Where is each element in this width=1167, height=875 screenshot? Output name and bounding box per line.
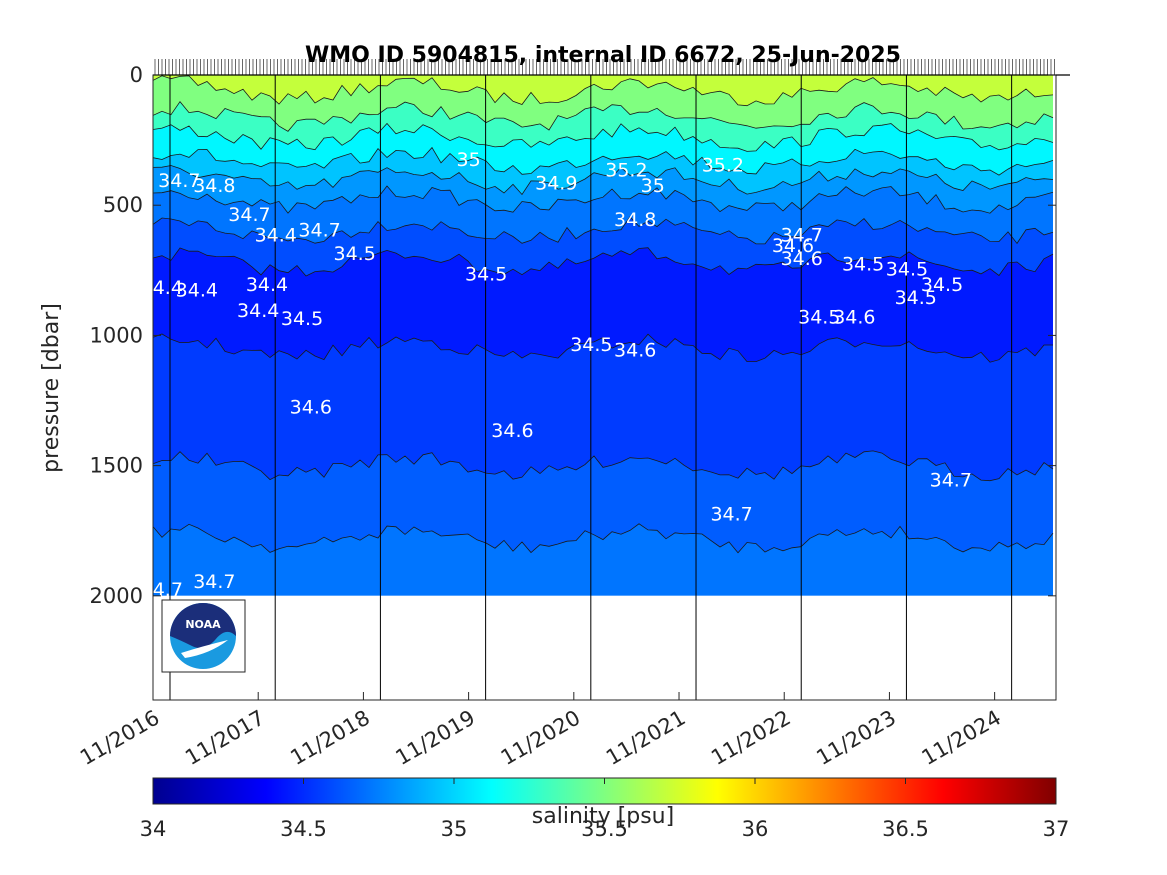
y-tick-label: 500 xyxy=(103,193,143,217)
colorbar-tick-label: 37 xyxy=(1043,817,1070,841)
contour-label: 34.6 xyxy=(290,397,332,419)
contour-line xyxy=(153,216,1054,245)
contour-label: 34.7 xyxy=(158,170,200,192)
x-tick-label: 11/2017 xyxy=(181,706,269,770)
contour-label: 34.4 xyxy=(255,225,297,247)
contour-line xyxy=(153,146,1054,176)
contour-label: 34.5 xyxy=(842,253,884,275)
x-tick-label: 11/2022 xyxy=(707,706,795,770)
x-axis: 11/2016 11/2017 11/2018 11/2019 11/2020 11/20… xyxy=(76,692,1005,770)
contour-label: 35.2 xyxy=(605,160,647,182)
contour-label: 34.6 xyxy=(833,307,875,329)
contour-line xyxy=(153,75,1054,107)
x-tick-label: 11/2016 xyxy=(76,706,164,770)
contour-label: 35 xyxy=(457,149,481,171)
x-tick-label: 11/2021 xyxy=(602,706,690,770)
contour-line xyxy=(153,122,1054,152)
colorbar-tick-label: 34.5 xyxy=(280,817,327,841)
salinity-band xyxy=(153,75,1053,132)
contour-line xyxy=(153,185,1054,214)
contour-line xyxy=(153,333,1053,363)
contour-label: 34.7 xyxy=(930,469,972,491)
salinity-band xyxy=(153,334,1053,481)
contour-label: 34.7 xyxy=(710,503,752,525)
salinity-band xyxy=(153,75,1053,106)
contour-line xyxy=(153,101,1054,132)
colorbar-ticks: 34 34.5 35 35.5 36 36.5 37 xyxy=(140,778,1070,841)
contour-label: 34.7 xyxy=(193,571,235,593)
y-tick-label: 2000 xyxy=(90,584,143,608)
x-tick-label: 11/2024 xyxy=(918,706,1006,770)
contour-label: 34.6 xyxy=(491,420,533,442)
salinity-field xyxy=(153,75,1053,596)
x-tick-label: 11/2023 xyxy=(812,706,900,770)
contour-label: 34.5 xyxy=(570,334,612,356)
salinity-band xyxy=(153,147,1053,195)
contour-label: 34.4 xyxy=(246,274,288,296)
contour-label: 34.5 xyxy=(798,307,840,329)
salinity-band xyxy=(153,247,1053,363)
contour-label: 34.4 xyxy=(237,300,279,322)
x-tick-label: 11/2020 xyxy=(497,706,585,770)
salinity-band xyxy=(153,186,1053,244)
year-separator-lines xyxy=(169,75,1013,700)
colorbar-label: salinity [psu] xyxy=(532,804,674,829)
contour-label: 34.9 xyxy=(535,173,577,195)
chart-title: WMO ID 5904815, internal ID 6672, 25-Jun… xyxy=(305,43,901,68)
salinity-band xyxy=(153,216,1053,276)
contour-label: 34.5 xyxy=(333,243,375,265)
noaa-logo: NOAA xyxy=(161,599,246,673)
data-gaps xyxy=(153,595,1056,700)
contour-label: 34.7 xyxy=(228,204,270,226)
y-tick-label: 0 xyxy=(130,63,143,87)
contour-label: 35.2 xyxy=(702,154,744,176)
contour-label: 35 xyxy=(641,175,665,197)
contour-line xyxy=(153,247,1054,277)
colorbar-tick-label: 34 xyxy=(140,817,167,841)
contour-label: 34.5 xyxy=(886,259,928,281)
contour-label: 34.5 xyxy=(895,287,937,309)
contour-label: 34.5 xyxy=(921,274,963,296)
contour-label: 34.6 xyxy=(614,339,656,361)
contour-label: 34.4 xyxy=(176,279,218,301)
top-tick-marks xyxy=(153,59,1070,76)
contour-labels: 34.734.834.734.4 34.734.534.534.434.4 34.4… xyxy=(141,149,972,601)
no-data-region xyxy=(153,595,1056,700)
colorbar-tick-label: 36 xyxy=(742,817,769,841)
contour-label: 34.8 xyxy=(614,209,656,231)
colorbar-tick-label: 36.5 xyxy=(882,817,929,841)
contour-lines xyxy=(153,75,1054,554)
noaa-logo-text: NOAA xyxy=(185,618,221,631)
contour-line xyxy=(153,450,1054,482)
y-tick-label: 1000 xyxy=(90,323,143,347)
salinity-band xyxy=(153,165,1053,214)
salinity-band xyxy=(153,101,1053,152)
contour-label: 34.8 xyxy=(193,175,235,197)
salinity-band xyxy=(153,123,1053,176)
contour-label: 34.4 xyxy=(141,277,183,299)
colorbar-tick-label: 35 xyxy=(441,817,468,841)
contour-line xyxy=(153,165,1054,196)
contour-label: 34.7 xyxy=(141,579,183,601)
contour-line xyxy=(153,523,1054,554)
y-axis-label: pressure [dbar] xyxy=(39,303,64,473)
contour-label: 34.7 xyxy=(298,219,340,241)
y-axis: 0 500 1000 1500 2000 xyxy=(90,63,1056,608)
contour-label: 34.5 xyxy=(281,308,323,330)
salinity-band xyxy=(153,523,1053,596)
x-tick-label: 11/2019 xyxy=(392,706,480,770)
contour-label: 34.6 xyxy=(772,235,814,257)
y-tick-label: 1500 xyxy=(90,454,143,478)
contour-label: 34.6 xyxy=(781,248,823,270)
x-tick-label: 11/2018 xyxy=(286,706,374,770)
colorbar-tick-label: 35.5 xyxy=(581,817,628,841)
contour-label: 34.7 xyxy=(781,225,823,247)
salinity-band xyxy=(153,450,1053,553)
contour-label: 34.5 xyxy=(465,264,507,286)
